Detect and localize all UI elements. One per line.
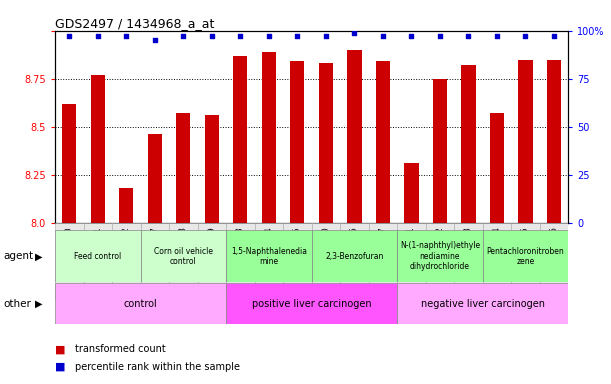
Bar xyxy=(433,79,447,223)
Bar xyxy=(90,75,105,223)
Bar xyxy=(461,65,475,223)
Text: agent: agent xyxy=(3,251,33,262)
Bar xyxy=(312,223,340,300)
Bar xyxy=(312,230,397,282)
Bar xyxy=(176,113,191,223)
Bar xyxy=(55,223,84,300)
Text: Corn oil vehicle
control: Corn oil vehicle control xyxy=(154,247,213,266)
Text: GSM115687: GSM115687 xyxy=(150,227,159,277)
Bar xyxy=(397,223,426,300)
Point xyxy=(64,33,74,40)
Bar xyxy=(404,163,419,223)
Bar xyxy=(340,223,368,300)
Text: ▶: ▶ xyxy=(35,251,43,262)
Text: 2,3-Benzofuran: 2,3-Benzofuran xyxy=(325,252,384,261)
Text: Feed control: Feed control xyxy=(74,252,122,261)
Point xyxy=(549,33,559,40)
Text: Pentachloronitroben
zene: Pentachloronitroben zene xyxy=(486,247,565,266)
Point xyxy=(521,33,530,40)
Point xyxy=(150,37,159,43)
Text: GSM115697: GSM115697 xyxy=(378,227,387,277)
Bar xyxy=(141,223,169,300)
Bar xyxy=(55,283,226,324)
Bar xyxy=(84,223,112,300)
Text: GSM115682: GSM115682 xyxy=(436,227,444,277)
Point xyxy=(235,33,245,40)
Point xyxy=(321,33,331,40)
Bar xyxy=(376,61,390,223)
Text: GSM115692: GSM115692 xyxy=(122,227,131,277)
Bar xyxy=(540,223,568,300)
Point xyxy=(464,33,474,40)
Bar xyxy=(490,113,504,223)
Text: ▶: ▶ xyxy=(35,299,43,309)
Text: GSM115680: GSM115680 xyxy=(321,227,331,277)
Bar xyxy=(233,56,247,223)
Text: ■: ■ xyxy=(55,344,65,354)
Point xyxy=(378,33,388,40)
Text: GSM115695: GSM115695 xyxy=(293,227,302,277)
Point xyxy=(207,33,217,40)
Bar xyxy=(226,230,312,282)
Text: GSM115689: GSM115689 xyxy=(207,227,216,277)
Text: GSM115694: GSM115694 xyxy=(265,227,273,277)
Bar xyxy=(55,230,141,282)
Bar xyxy=(426,223,454,300)
Bar xyxy=(148,134,162,223)
Bar xyxy=(226,283,397,324)
Text: GSM115690: GSM115690 xyxy=(65,227,74,277)
Text: GSM115688: GSM115688 xyxy=(179,227,188,277)
Text: other: other xyxy=(3,299,31,309)
Bar xyxy=(511,223,540,300)
Bar xyxy=(262,52,276,223)
Point xyxy=(122,33,131,40)
Text: GSM115681: GSM115681 xyxy=(407,227,416,277)
Point xyxy=(435,33,445,40)
Text: ■: ■ xyxy=(55,362,65,372)
Bar xyxy=(319,63,333,223)
Point xyxy=(293,33,302,40)
Text: negative liver carcinogen: negative liver carcinogen xyxy=(421,299,544,309)
Bar xyxy=(283,223,312,300)
Bar xyxy=(290,61,304,223)
Text: 1,5-Naphthalenedia
mine: 1,5-Naphthalenedia mine xyxy=(231,247,307,266)
Bar xyxy=(483,223,511,300)
Text: transformed count: transformed count xyxy=(75,344,166,354)
Bar xyxy=(518,60,533,223)
Bar xyxy=(197,223,226,300)
Bar xyxy=(454,223,483,300)
Text: GSM115693: GSM115693 xyxy=(236,227,245,277)
Bar xyxy=(397,230,483,282)
Text: GSM115686: GSM115686 xyxy=(549,227,558,277)
Text: percentile rank within the sample: percentile rank within the sample xyxy=(75,362,240,372)
Point xyxy=(406,33,416,40)
Point xyxy=(492,33,502,40)
Bar xyxy=(62,104,76,223)
Bar xyxy=(547,60,561,223)
Point xyxy=(264,33,274,40)
Text: control: control xyxy=(123,299,158,309)
Bar xyxy=(397,283,568,324)
Text: N-(1-naphthyl)ethyle
nediamine
dihydrochloride: N-(1-naphthyl)ethyle nediamine dihydroch… xyxy=(400,242,480,271)
Bar xyxy=(141,230,226,282)
Text: GSM115684: GSM115684 xyxy=(492,227,502,277)
Text: GSM115696: GSM115696 xyxy=(350,227,359,277)
Bar xyxy=(119,188,133,223)
Point xyxy=(178,33,188,40)
Text: GSM115691: GSM115691 xyxy=(93,227,102,277)
Bar xyxy=(169,223,197,300)
Text: GSM115685: GSM115685 xyxy=(521,227,530,277)
Bar xyxy=(255,223,283,300)
Text: GSM115683: GSM115683 xyxy=(464,227,473,277)
Text: positive liver carcinogen: positive liver carcinogen xyxy=(252,299,371,309)
Bar xyxy=(368,223,397,300)
Bar xyxy=(112,223,141,300)
Bar xyxy=(483,230,568,282)
Bar xyxy=(226,223,255,300)
Point xyxy=(349,30,359,36)
Bar xyxy=(347,50,362,223)
Bar xyxy=(205,115,219,223)
Point xyxy=(93,33,103,40)
Text: GDS2497 / 1434968_a_at: GDS2497 / 1434968_a_at xyxy=(55,17,214,30)
